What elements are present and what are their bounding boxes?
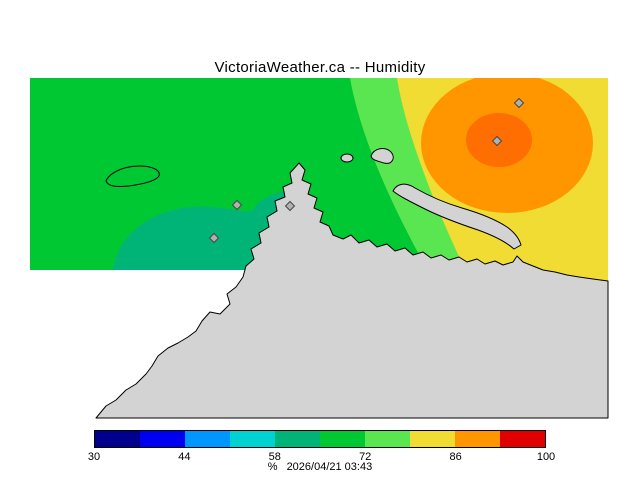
station-marker-icon — [491, 135, 503, 147]
colorbar-tick-label: 44 — [178, 451, 191, 463]
colorbar-tick-label: 100 — [536, 451, 556, 463]
colorbar-segment — [95, 431, 140, 447]
station-markers — [208, 97, 525, 244]
spit-peninsula — [392, 183, 522, 250]
footer-label: % 2026/04/21 03:43 — [0, 461, 640, 473]
hook-island — [370, 148, 394, 164]
station-marker-icon — [513, 97, 525, 109]
colorbar-segment — [275, 431, 320, 447]
units-label: % — [267, 461, 278, 473]
colorbar-tick-label: 86 — [449, 451, 462, 463]
colorbar-tick-label: 58 — [268, 451, 281, 463]
page-title: VictoriaWeather.ca -- Humidity — [214, 59, 426, 76]
station-marker-icon — [284, 200, 296, 212]
station-marker-icon — [208, 232, 220, 244]
timestamp-label: 2026/04/21 03:43 — [286, 461, 373, 473]
colorbar-segment — [320, 431, 365, 447]
colorbar-segment — [230, 431, 275, 447]
colorbar-segment — [185, 431, 230, 447]
colorbar — [94, 430, 546, 448]
colorbar-segment — [140, 431, 185, 447]
colorbar-segment — [500, 431, 545, 447]
colorbar-segment — [455, 431, 500, 447]
small-island — [340, 153, 354, 163]
colorbar-tick-label: 72 — [359, 451, 372, 463]
colorbar-ticks: 30 44 58 72 86 100 — [88, 451, 555, 463]
colorbar-tick-label: 30 — [87, 451, 101, 463]
colorbar-segment — [410, 431, 455, 447]
mainland-landmass — [95, 162, 609, 419]
colorbar-segment — [365, 431, 410, 447]
west-island-outline — [105, 165, 160, 187]
station-marker-icon — [231, 199, 243, 211]
